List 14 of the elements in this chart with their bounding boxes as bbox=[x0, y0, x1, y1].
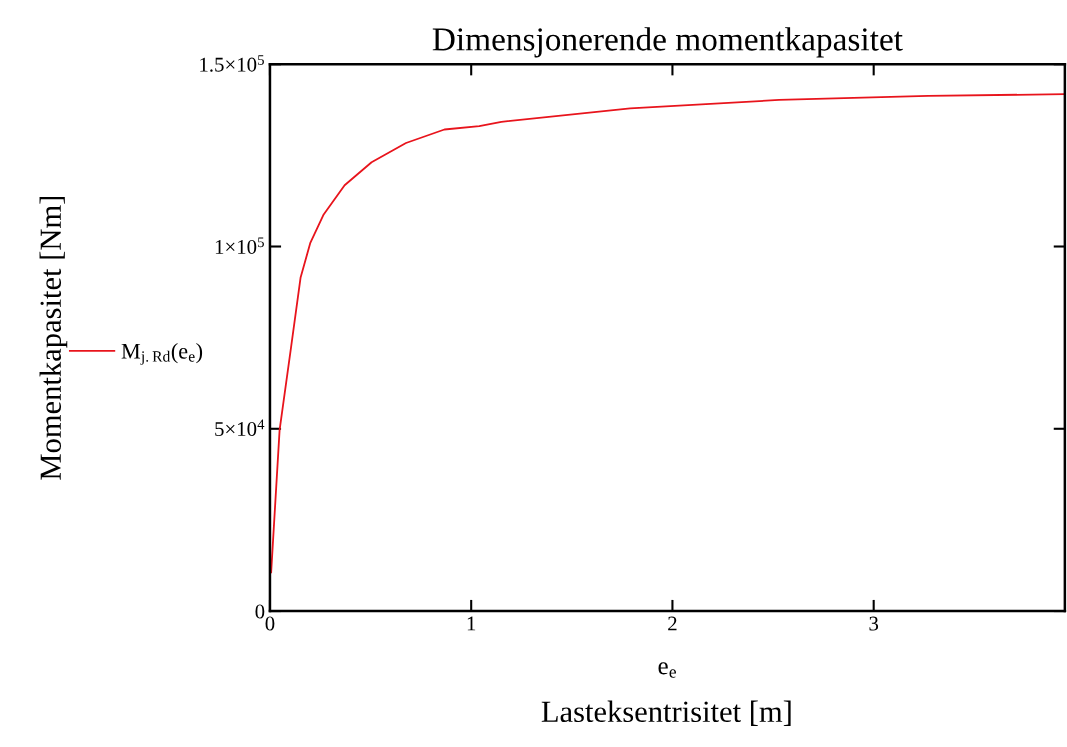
x-tick-label: 3 bbox=[869, 616, 879, 631]
x-tick-label: 1 bbox=[467, 616, 476, 631]
line-series bbox=[270, 93, 1065, 574]
x-tick-label: 2 bbox=[668, 616, 677, 631]
text: Lasteksentrisitet [m] bbox=[541, 700, 791, 726]
x-tick-label: 0 bbox=[265, 616, 275, 631]
y-tick-label: 5×10$^{4}$ bbox=[215, 419, 265, 437]
y-tick-label: 0 bbox=[255, 604, 265, 619]
x-axis-title: e$_{e}$ bbox=[658, 662, 676, 678]
y-tick-label: 1.5×10$^{5}$ bbox=[200, 55, 264, 72]
y-axis-title: Momentkapasitet [Nm] bbox=[39, 196, 68, 480]
legend-label: M$_{j.Rd}$(e$_{e}$) bbox=[121, 343, 203, 365]
chart-title: Dimensjonerende momentkapasitet bbox=[432, 27, 903, 58]
y-tick-label: 1×10$^{5}$ bbox=[215, 237, 264, 254]
